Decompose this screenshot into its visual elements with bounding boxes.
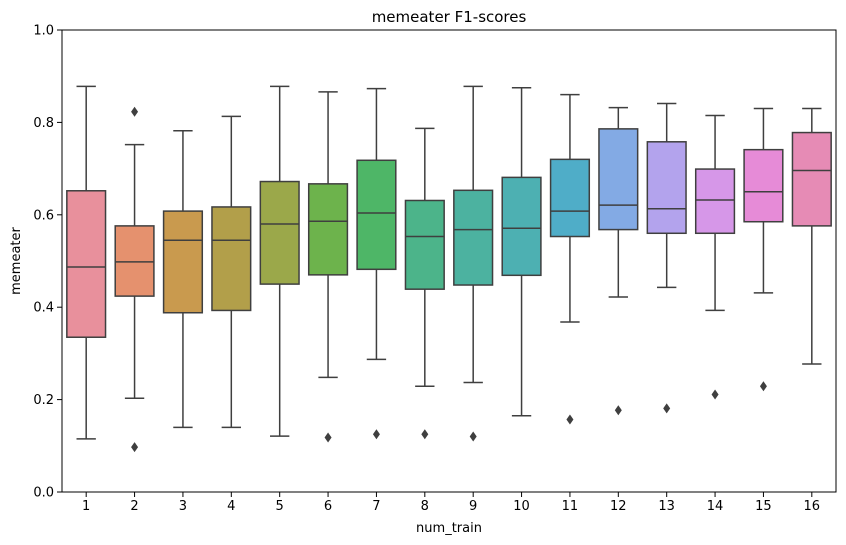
x-tick-label: 6	[324, 499, 332, 514]
outlier-point	[759, 381, 767, 392]
plot-frame	[61, 29, 837, 493]
plot-area: 0.00.20.40.60.81.01 2 3 4 5 6 7 8 9 10 11 12 13 14 15 1…	[33, 24, 832, 514]
box	[694, 168, 736, 235]
x-tick-label: 8	[421, 499, 429, 514]
outlier-point	[469, 431, 477, 442]
outlier-point	[421, 429, 429, 440]
x-tick-label: 4	[227, 499, 235, 514]
box	[307, 183, 349, 276]
box	[453, 189, 494, 286]
x-tick-label: 11	[562, 499, 579, 514]
box	[598, 128, 639, 231]
outlier-point	[131, 442, 139, 453]
box	[259, 180, 300, 285]
box	[404, 199, 445, 290]
y-tick-label: 0.4	[33, 301, 54, 316]
x-tick-label: 14	[707, 499, 724, 514]
box	[162, 210, 204, 314]
box	[549, 158, 591, 238]
box	[356, 159, 397, 271]
chart-title: memeater F1-scores	[372, 8, 527, 26]
x-tick-label: 3	[179, 499, 187, 514]
y-tick-label: 0.0	[33, 486, 54, 501]
outlier-point	[324, 432, 332, 443]
outlier-point	[614, 405, 622, 416]
x-tick-label: 15	[755, 499, 772, 514]
box	[211, 206, 252, 312]
box	[743, 148, 784, 223]
outlier-point	[131, 106, 139, 117]
outlier-point	[711, 389, 719, 400]
y-axis-label: memeater	[9, 226, 24, 294]
x-tick-label: 13	[658, 499, 675, 514]
x-tick-label: 10	[513, 499, 530, 514]
x-tick-label: 1	[82, 499, 90, 514]
outlier-point	[372, 429, 380, 440]
outlier-point	[566, 414, 574, 425]
x-tick-label: 12	[610, 499, 627, 514]
x-axis-label: num_train	[416, 521, 482, 536]
y-tick-label: 1.0	[33, 24, 54, 39]
x-tick-label: 16	[804, 499, 821, 514]
x-tick-label: 7	[372, 499, 380, 514]
x-tick-label: 5	[276, 499, 284, 514]
x-tick-label: 9	[469, 499, 477, 514]
y-tick-label: 0.8	[33, 116, 54, 131]
x-tick-label: 2	[130, 499, 138, 514]
box	[114, 225, 155, 297]
outlier-point	[663, 403, 671, 414]
y-tick-label: 0.2	[33, 393, 54, 408]
box	[646, 141, 687, 235]
y-tick-label: 0.6	[33, 208, 54, 223]
box	[66, 190, 107, 338]
box	[501, 176, 542, 277]
box	[791, 131, 832, 227]
